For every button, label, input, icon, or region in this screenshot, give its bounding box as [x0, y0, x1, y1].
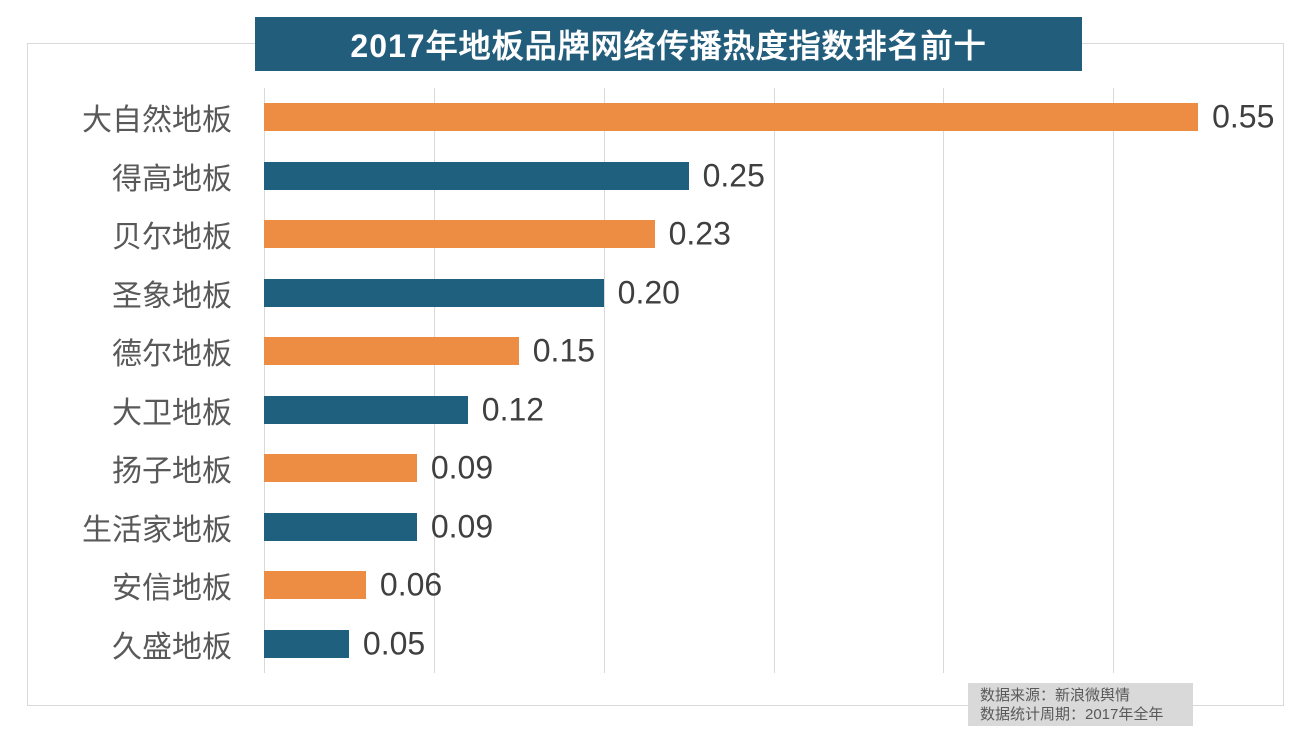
value-label: 0.55	[1212, 98, 1275, 135]
bar-row: 安信地板 0.06	[112, 556, 1283, 615]
gridline	[603, 88, 605, 673]
value-label: 0.09	[430, 449, 494, 486]
data-source-line: 数据来源：新浪微舆情	[980, 687, 1131, 704]
bar	[264, 571, 366, 600]
chart-title-banner: 2017年地板品牌网络传播热度指数排名前十	[255, 17, 1082, 71]
bar	[264, 278, 604, 307]
bar-row: 圣象地板 0.20	[112, 264, 1283, 323]
value-label: 0.20	[617, 274, 680, 311]
bar-row: 大自然地板 0.55	[82, 88, 1283, 147]
bar	[264, 103, 1199, 132]
value-label: 0.12	[481, 391, 545, 428]
category-label: 生活家地板	[82, 513, 232, 547]
gridline	[1283, 88, 1284, 673]
bar-row: 得高地板 0.25	[112, 147, 1283, 206]
value-label: 0.06	[379, 566, 443, 603]
bar-row: 贝尔地板 0.23	[112, 205, 1283, 264]
category-label: 安信地板	[112, 572, 232, 606]
category-label: 大卫地板	[112, 396, 232, 430]
category-label: 贝尔地板	[112, 221, 232, 255]
category-label: 得高地板	[112, 162, 232, 196]
bar	[264, 337, 519, 366]
category-label: 扬子地板	[112, 455, 232, 489]
bar	[264, 395, 468, 424]
gridline	[433, 88, 435, 673]
category-label: 久盛地板	[112, 630, 232, 664]
gridline	[1113, 88, 1115, 673]
bar-row: 大卫地板 0.12	[112, 381, 1283, 440]
plot-area: 大自然地板 0.55 得高地板 0.25 贝尔地板 0.23 圣象地板 0.20 德尔地板 0.1…	[82, 88, 1284, 674]
data-source-box: 数据来源：新浪微舆情 数据统计周期：2017年全年	[968, 683, 1193, 726]
gridline	[943, 88, 945, 673]
bar-row: 生活家地板 0.09	[82, 498, 1283, 557]
value-label: 0.23	[668, 215, 731, 252]
chart-title: 2017年地板品牌网络传播热度指数排名前十	[350, 28, 987, 64]
gridline	[773, 88, 775, 673]
bar-row: 德尔地板 0.15	[112, 322, 1283, 381]
bar	[264, 454, 417, 483]
value-label: 0.15	[532, 332, 596, 369]
value-label: 0.25	[702, 157, 765, 194]
bar	[264, 220, 655, 249]
category-label: 德尔地板	[112, 338, 232, 372]
y-axis-line	[264, 88, 265, 673]
category-label: 圣象地板	[112, 279, 232, 313]
bar-row: 久盛地板 0.05	[112, 615, 1283, 674]
value-label: 0.09	[430, 508, 494, 545]
data-period-line: 数据统计周期：2017年全年	[980, 706, 1164, 723]
bar	[264, 629, 349, 658]
bar	[264, 512, 417, 541]
value-label: 0.05	[362, 625, 426, 662]
bar	[264, 161, 689, 190]
category-label: 大自然地板	[82, 104, 232, 138]
bar-row: 扬子地板 0.09	[112, 439, 1283, 498]
